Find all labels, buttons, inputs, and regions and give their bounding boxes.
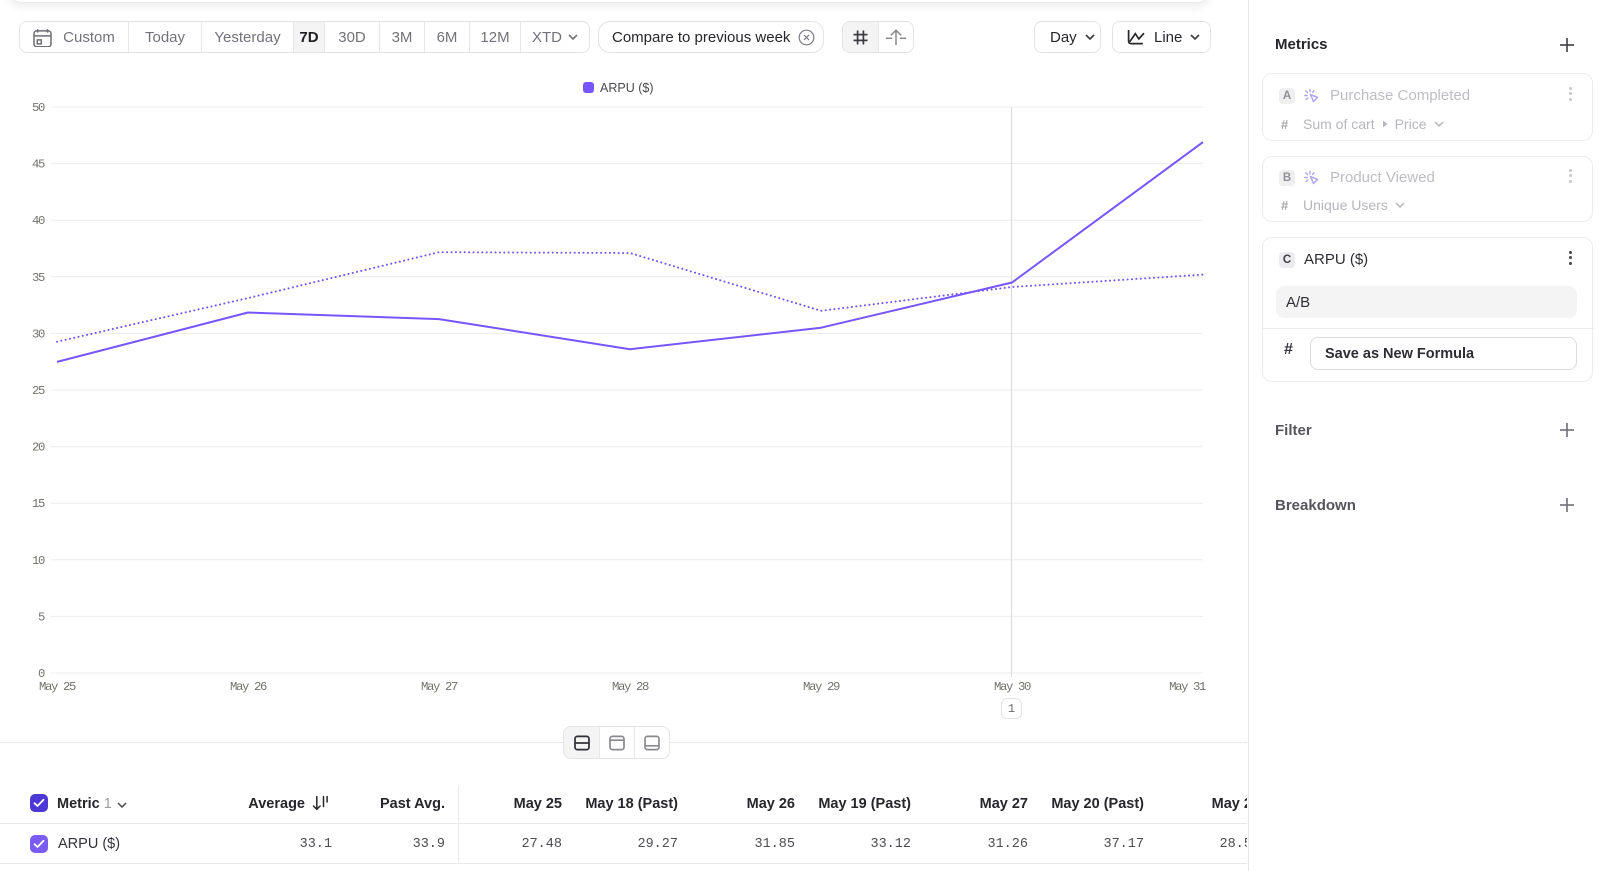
- svg-text:35: 35: [32, 271, 45, 285]
- svg-text:May 29: May 29: [803, 680, 840, 694]
- svg-text:25: 25: [32, 384, 45, 398]
- svg-text:May 27: May 27: [421, 680, 458, 694]
- svg-text:40: 40: [32, 214, 45, 228]
- svg-text:May 26: May 26: [230, 680, 267, 694]
- svg-text:0: 0: [38, 667, 45, 681]
- svg-text:May 28: May 28: [612, 680, 649, 694]
- svg-text:May 30: May 30: [994, 680, 1031, 694]
- svg-text:20: 20: [32, 441, 45, 455]
- svg-text:15: 15: [32, 497, 45, 511]
- svg-text:ARPU ($): ARPU ($): [600, 81, 653, 95]
- svg-text:May 25: May 25: [39, 680, 76, 694]
- svg-text:10: 10: [32, 554, 45, 568]
- svg-text:May 31: May 31: [1169, 680, 1206, 694]
- svg-text:5: 5: [38, 610, 45, 624]
- svg-text:30: 30: [32, 327, 45, 341]
- svg-text:45: 45: [32, 158, 45, 172]
- svg-text:50: 50: [32, 101, 45, 115]
